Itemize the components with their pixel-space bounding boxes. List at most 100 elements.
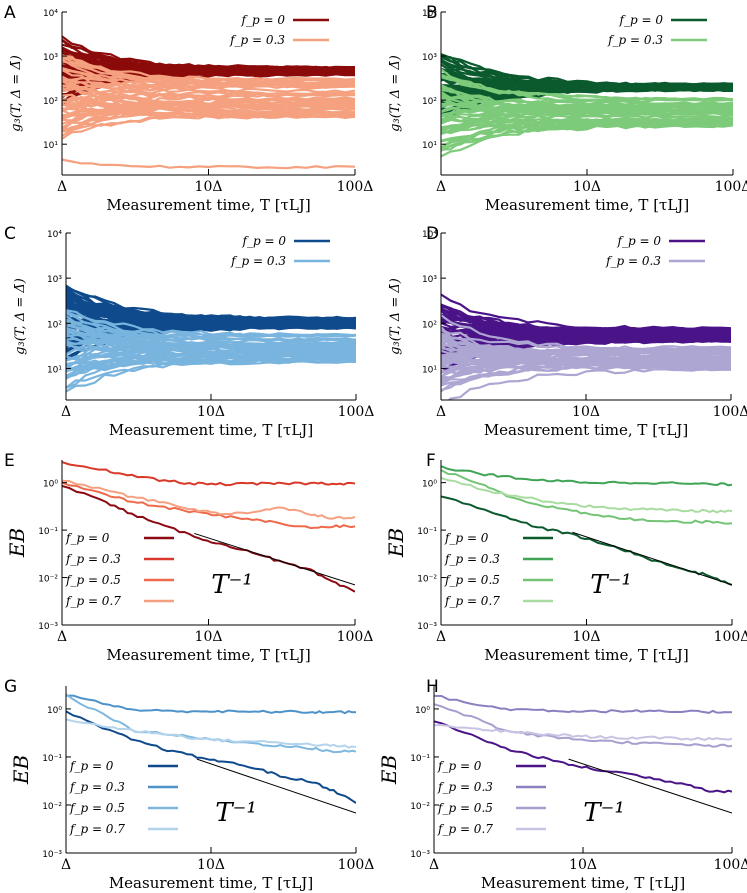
legend-label: f_p = 0 bbox=[69, 759, 114, 773]
y-tick-label: 10² bbox=[47, 320, 62, 330]
legend-label: f_p = 0 bbox=[617, 234, 662, 248]
series-line-3 bbox=[66, 718, 356, 749]
panel-G: Δ 10Δ 100Δ 10⁻³ 10⁻² 10⁻¹ 10⁰ Measurement time,… bbox=[4, 677, 374, 892]
y-tick-label: 10³ bbox=[422, 275, 437, 285]
trajectory-line bbox=[441, 348, 731, 382]
legend-label: f_p = 0.3 bbox=[229, 33, 285, 47]
series-line-2 bbox=[434, 703, 732, 748]
plot-area bbox=[66, 693, 356, 814]
reference-line bbox=[194, 532, 355, 586]
legend-label: f_p = 0.3 bbox=[69, 780, 125, 794]
x-tick-label: 10Δ bbox=[197, 404, 225, 420]
y-axis-label: EB bbox=[377, 755, 401, 785]
x-axis-label: Measurement time, T [τLJ] bbox=[485, 196, 689, 214]
series-line-1 bbox=[434, 694, 732, 714]
reference-line bbox=[568, 758, 732, 814]
panel-letter: E bbox=[4, 451, 15, 471]
y-axis-label: g₃(T, Δ = Δ̄) bbox=[388, 278, 403, 355]
outlier-line bbox=[62, 158, 355, 170]
legend-label: f_p = 0.3 bbox=[230, 254, 286, 268]
panel-letter: B bbox=[426, 3, 438, 23]
x-tick-label: 10Δ bbox=[195, 629, 223, 645]
plot-area bbox=[441, 293, 731, 400]
panel-B: Δ 10Δ 100Δ 10¹ 10² 10³ 10⁴ Measurement time, T … bbox=[388, 3, 747, 214]
y-tick-label: 10⁻² bbox=[42, 802, 62, 812]
y-tick-label: 10⁻³ bbox=[410, 850, 430, 860]
trajectory-line bbox=[66, 341, 356, 371]
trajectory-line bbox=[441, 123, 733, 151]
trajectory-line bbox=[66, 312, 356, 348]
legend: f_p = 0 f_p = 0.3 f_p = 0.5 f_p = 0.7 bbox=[65, 531, 174, 608]
legend: f_p = 0 f_p = 0.3 bbox=[605, 234, 705, 268]
x-axis-label: Measurement time, T [τLJ] bbox=[109, 874, 313, 892]
trajectory-line bbox=[62, 84, 355, 91]
y-tick-label: 10¹ bbox=[43, 141, 58, 151]
y-tick-label: 10¹ bbox=[422, 141, 437, 151]
x-tick-label: Δ bbox=[57, 629, 67, 645]
x-axis-label: Measurement time, T [τLJ] bbox=[484, 646, 688, 664]
panel-letter: A bbox=[4, 3, 16, 23]
y-tick-label: 10¹ bbox=[422, 365, 437, 375]
y-tick-label: 10³ bbox=[422, 53, 437, 63]
series-line-0 bbox=[62, 484, 355, 593]
trajectory-line bbox=[62, 103, 355, 131]
x-axis-label: Measurement time, T [τLJ] bbox=[106, 646, 310, 664]
panel-letter: H bbox=[426, 677, 439, 697]
power-law-annotation: T⁻¹ bbox=[583, 798, 625, 828]
x-tick-label: 10Δ bbox=[573, 629, 601, 645]
trajectory-line bbox=[62, 98, 355, 132]
y-axis-label: EB bbox=[384, 528, 408, 558]
trajectory-line bbox=[441, 364, 731, 386]
x-tick-label: Δ bbox=[436, 404, 446, 420]
legend-label: f_p = 0.3 bbox=[607, 33, 663, 47]
x-tick-label: 100Δ bbox=[338, 857, 375, 873]
x-tick-label: 10Δ bbox=[569, 857, 597, 873]
trajectory-line bbox=[62, 82, 355, 105]
trajectory-line bbox=[62, 78, 355, 93]
plot-area bbox=[62, 461, 355, 593]
series-line-1 bbox=[66, 694, 356, 715]
trajectory-line bbox=[441, 75, 733, 102]
legend-label: f_p = 0.3 bbox=[605, 254, 661, 268]
x-tick-label: 10Δ bbox=[197, 857, 225, 873]
legend-label: f_p = 0.7 bbox=[437, 822, 493, 836]
plot-area bbox=[441, 53, 733, 158]
y-axis-label: g₃(T, Δ = Δ̄) bbox=[9, 55, 24, 132]
x-axis-label: Measurement time, T [τLJ] bbox=[484, 421, 688, 439]
x-tick-label: Δ bbox=[436, 179, 446, 195]
y-tick-label: 10⁻³ bbox=[42, 850, 62, 860]
series-line-0 bbox=[434, 720, 732, 794]
y-tick-label: 10² bbox=[422, 97, 437, 107]
x-tick-label: Δ bbox=[61, 404, 71, 420]
trajectory-line bbox=[66, 318, 356, 343]
x-tick-label: 100Δ bbox=[714, 629, 747, 645]
trajectory-line bbox=[441, 347, 731, 380]
y-tick-label: 10⁰ bbox=[422, 480, 437, 490]
trajectory-line bbox=[66, 306, 356, 322]
legend: f_p = 0 f_p = 0.3 f_p = 0.5 f_p = 0.7 bbox=[437, 759, 546, 836]
legend-label: f_p = 0.3 bbox=[65, 552, 121, 566]
legend-label: f_p = 0 bbox=[65, 531, 110, 545]
y-tick-label: 10⁻¹ bbox=[410, 754, 430, 764]
legend-label: f_p = 0 bbox=[444, 531, 489, 545]
y-tick-label: 10⁻² bbox=[417, 575, 437, 585]
y-tick-label: 10² bbox=[43, 97, 58, 107]
trajectory-line bbox=[441, 357, 731, 365]
panel-letter: C bbox=[4, 224, 16, 244]
series-1 bbox=[62, 54, 355, 170]
series-line-3 bbox=[62, 479, 355, 520]
trajectory-line bbox=[441, 116, 733, 150]
power-law-annotation: T⁻¹ bbox=[590, 570, 632, 600]
series-line-2 bbox=[66, 693, 356, 754]
x-tick-label: 100Δ bbox=[338, 404, 375, 420]
trajectory-line bbox=[441, 344, 731, 364]
trajectory-line bbox=[62, 103, 355, 120]
y-tick-label: 10¹ bbox=[47, 365, 62, 375]
panel-F: Δ 10Δ 100Δ 10⁻³ 10⁻² 10⁻¹ 10⁰ Measurement time,… bbox=[384, 451, 747, 664]
legend-label: f_p = 0.3 bbox=[444, 552, 500, 566]
x-tick-label: 100Δ bbox=[713, 404, 747, 420]
legend-label: f_p = 0.5 bbox=[69, 801, 125, 815]
y-tick-label: 10⁴ bbox=[422, 230, 437, 240]
trajectory-line bbox=[441, 324, 731, 332]
y-tick-label: 10⁻² bbox=[38, 575, 58, 585]
